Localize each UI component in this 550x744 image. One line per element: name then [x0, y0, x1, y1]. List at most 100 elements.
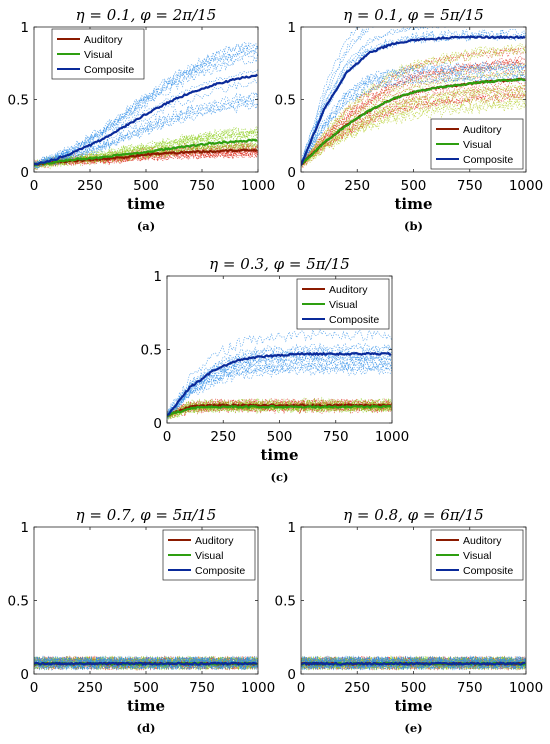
- y-tick-label: 1: [287, 20, 296, 36]
- series-line-composite: [34, 73, 258, 166]
- x-tick-label: 1000: [509, 178, 543, 194]
- y-tick-label: 0.5: [141, 343, 162, 359]
- trial-line-composite: [34, 655, 258, 671]
- trial-line-composite: [301, 655, 526, 670]
- trial-line-visual: [301, 655, 526, 671]
- trial-line-composite: [34, 47, 258, 170]
- trial-line-visual: [301, 43, 526, 167]
- trial-line-auditory: [301, 70, 526, 164]
- x-tick-label: 1000: [241, 680, 275, 696]
- trial-line-composite: [34, 77, 258, 169]
- trial-line-visual: [301, 101, 526, 163]
- trial-line-composite: [301, 655, 526, 671]
- legend-label-composite: Composite: [195, 565, 245, 577]
- legend: Auditory Visual Composite: [296, 278, 390, 330]
- trial-line-composite: [167, 363, 392, 419]
- chart-title: η = 0.3, φ = 5π/15: [209, 255, 350, 273]
- legend-label-visual: Visual: [329, 299, 357, 311]
- trial-line-composite: [34, 47, 258, 168]
- chart-title: η = 0.7, φ = 5π/15: [76, 506, 217, 524]
- x-tick-label: 0: [297, 178, 306, 194]
- y-tick-label: 1: [20, 520, 29, 536]
- chart-title: η = 0.1, φ = 2π/15: [76, 6, 217, 24]
- trial-line-auditory: [301, 655, 526, 671]
- trial-line-visual: [34, 655, 258, 671]
- trial-line-composite: [34, 656, 258, 671]
- x-tick-label: 1000: [375, 429, 409, 445]
- trial-traces: [301, 27, 526, 170]
- chart-panel-a: 0 250 500 750 1000 0 0.5 1 η = 0.1, φ = 2π/15 tim…: [8, 6, 276, 233]
- x-tick-label: 1000: [509, 680, 543, 696]
- legend: Auditory Visual Composite: [162, 529, 256, 581]
- x-axis-label: time: [394, 697, 432, 715]
- trial-line-visual: [34, 655, 258, 671]
- y-tick-label: 0.5: [8, 93, 29, 109]
- legend-label-auditory: Auditory: [329, 284, 368, 296]
- x-tick-label: 0: [30, 178, 39, 194]
- series-line-composite: [167, 351, 392, 417]
- y-tick-label: 0.5: [275, 93, 296, 109]
- x-tick-label: 750: [189, 178, 215, 194]
- legend-label-composite: Composite: [463, 154, 513, 166]
- trial-line-auditory: [34, 140, 258, 171]
- trial-line-composite: [34, 655, 258, 671]
- y-tick-label: 0: [20, 667, 29, 683]
- trial-line-auditory: [34, 147, 258, 169]
- chart-title: η = 0.1, φ = 5π/15: [343, 6, 484, 24]
- trial-line-composite: [167, 366, 392, 419]
- x-tick-label: 500: [133, 680, 159, 696]
- trial-line-composite: [34, 51, 258, 168]
- legend-label-visual: Visual: [463, 550, 491, 562]
- legend-label-auditory: Auditory: [463, 535, 502, 547]
- trial-line-auditory: [34, 150, 258, 166]
- x-tick-label: 500: [133, 178, 159, 194]
- trial-line-visual: [34, 133, 258, 168]
- trial-line-composite: [167, 365, 392, 417]
- x-axis-label: time: [394, 195, 432, 213]
- legend-label-visual: Visual: [463, 139, 491, 151]
- trial-line-visual: [167, 400, 392, 421]
- trial-line-composite: [167, 342, 392, 416]
- legend-label-auditory: Auditory: [463, 124, 502, 136]
- trial-line-composite: [301, 72, 526, 164]
- panel-caption: (d): [137, 721, 156, 735]
- trial-line-composite: [34, 655, 258, 671]
- trial-line-auditory: [167, 398, 392, 418]
- trial-line-visual: [301, 95, 526, 170]
- trial-line-visual: [301, 85, 526, 169]
- trial-line-composite: [301, 77, 526, 164]
- trial-line-composite: [34, 51, 258, 167]
- x-tick-label: 750: [457, 178, 483, 194]
- trial-line-composite: [167, 359, 392, 415]
- legend-label-composite: Composite: [84, 64, 134, 76]
- y-tick-label: 0: [287, 165, 296, 181]
- chart-title: η = 0.8, φ = 6π/15: [343, 506, 484, 524]
- x-tick-label: 750: [323, 429, 349, 445]
- x-tick-label: 250: [210, 429, 236, 445]
- legend-label-composite: Composite: [329, 314, 379, 326]
- trial-line-auditory: [301, 58, 526, 166]
- trial-line-composite: [167, 355, 392, 415]
- x-tick-label: 250: [77, 178, 103, 194]
- y-tick-label: 0: [20, 165, 29, 181]
- x-tick-label: 750: [189, 680, 215, 696]
- trial-line-composite: [34, 655, 258, 671]
- trial-line-visual: [301, 89, 526, 169]
- legend-label-visual: Visual: [195, 550, 223, 562]
- panel-caption: (b): [404, 219, 423, 233]
- chart-panel-d: 0 250 500 750 1000 0 0.5 1 η = 0.7, φ = 5π/15 tim…: [8, 506, 276, 735]
- trial-line-composite: [167, 345, 392, 414]
- trial-line-composite: [301, 29, 526, 166]
- trial-line-composite: [34, 97, 258, 166]
- chart-panel-c: 0 250 500 750 1000 0 0.5 1 η = 0.3, φ = 5π/15 tim…: [141, 255, 410, 484]
- series-line-visual: [301, 77, 526, 165]
- series-line-visual: [167, 404, 392, 418]
- x-tick-label: 1000: [241, 178, 275, 194]
- series-line-visual: [34, 138, 258, 167]
- legend-label-visual: Visual: [84, 49, 112, 61]
- series-line-composite: [34, 661, 258, 666]
- x-tick-label: 500: [401, 680, 427, 696]
- legend: Auditory Visual Composite: [430, 118, 524, 170]
- trial-line-composite: [34, 102, 258, 167]
- trial-line-visual: [301, 92, 526, 166]
